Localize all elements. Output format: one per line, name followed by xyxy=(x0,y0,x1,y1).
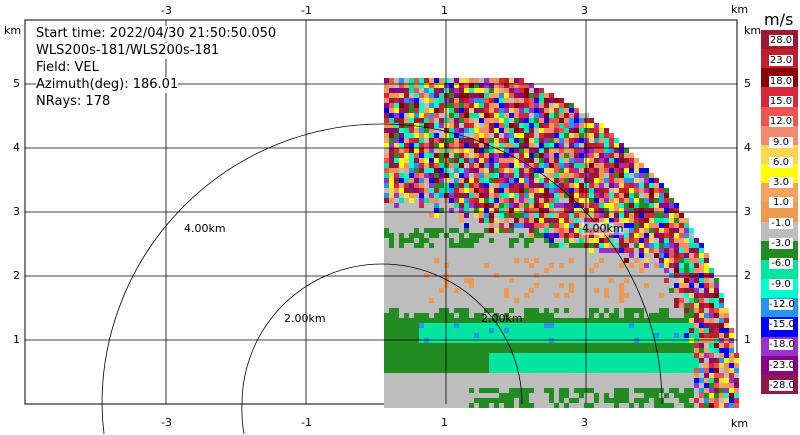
y-tick-left: 1 xyxy=(13,333,20,346)
colorbar-label: 9.0 xyxy=(769,136,793,148)
colorbar-unit: m/s xyxy=(764,10,794,29)
colorbar-label: -9.0 xyxy=(769,278,793,290)
nrays-text: NRays: 178 xyxy=(36,94,111,110)
ring-2km xyxy=(241,263,523,405)
y-unit-right: km xyxy=(744,24,762,37)
colorbar-label: 12.0 xyxy=(769,116,793,128)
ring-2km-lower xyxy=(241,403,245,435)
x-tick-bottom: 1 xyxy=(441,416,448,429)
ring-4km xyxy=(101,123,663,405)
y-tick-left: 4 xyxy=(13,141,20,154)
x-tick-bottom: -3 xyxy=(161,416,172,429)
azimuth-text: Azimuth(deg): 186.01 xyxy=(36,77,179,93)
x-unit-top: km xyxy=(731,3,749,16)
x-tick-top: -3 xyxy=(161,4,172,17)
grid-lines xyxy=(25,20,737,404)
colorbar-label: -23.0 xyxy=(769,359,795,371)
colorbar-label: -18.0 xyxy=(769,339,795,351)
range-rings xyxy=(101,123,663,435)
colorbar-label: 28.0 xyxy=(769,35,793,47)
colorbar-label: -12.0 xyxy=(769,298,795,310)
colorbar-label: 1.0 xyxy=(769,197,793,209)
field-text: Field: VEL xyxy=(36,60,99,76)
velocity-sector xyxy=(384,78,739,408)
y-tick-left: 5 xyxy=(13,77,20,90)
colorbar-label: 18.0 xyxy=(769,75,793,87)
x-tick-top: -1 xyxy=(301,4,312,17)
colorbar-label: 3.0 xyxy=(769,177,793,189)
y-unit-left: km xyxy=(4,24,22,37)
station-text: WLS200s-181/WLS200s-181 xyxy=(36,43,220,59)
y-tick-right: 2 xyxy=(744,269,751,282)
x-tick-top: 3 xyxy=(581,4,588,17)
x-tick-bottom: -1 xyxy=(301,416,312,429)
colorbar-label: 15.0 xyxy=(769,95,793,107)
y-tick-right: 1 xyxy=(744,333,751,346)
y-tick-left: 3 xyxy=(13,205,20,218)
ring-4km-lower xyxy=(101,403,105,435)
colorbar-label: -1.0 xyxy=(769,217,793,229)
ring-label-4km: 4.00km xyxy=(184,222,226,235)
x-tick-bottom: 3 xyxy=(581,416,588,429)
start-time-text: Start time: 2022/04/30 21:50:50.050 xyxy=(36,26,277,42)
colorbar-label: 6.0 xyxy=(769,156,793,168)
x-unit-bottom: km xyxy=(731,417,749,430)
colorbar-label: -6.0 xyxy=(769,258,793,270)
x-tick-top: 1 xyxy=(441,4,448,17)
y-tick-right: 4 xyxy=(744,141,751,154)
colorbar-label: 23.0 xyxy=(769,55,793,67)
ring-label-4km-right: 4.00km xyxy=(582,222,624,235)
colorbar-label: -3.0 xyxy=(769,237,793,249)
ring-label-2km-left: 2.00km xyxy=(284,312,326,325)
y-tick-right: 5 xyxy=(744,77,751,90)
colorbar-label: -28.0 xyxy=(769,379,795,391)
ring-label-2km-right: 2.00km xyxy=(481,312,523,325)
y-tick-left: 2 xyxy=(13,269,20,282)
y-tick-right: 3 xyxy=(744,205,751,218)
colorbar-label: -15.0 xyxy=(769,319,795,331)
